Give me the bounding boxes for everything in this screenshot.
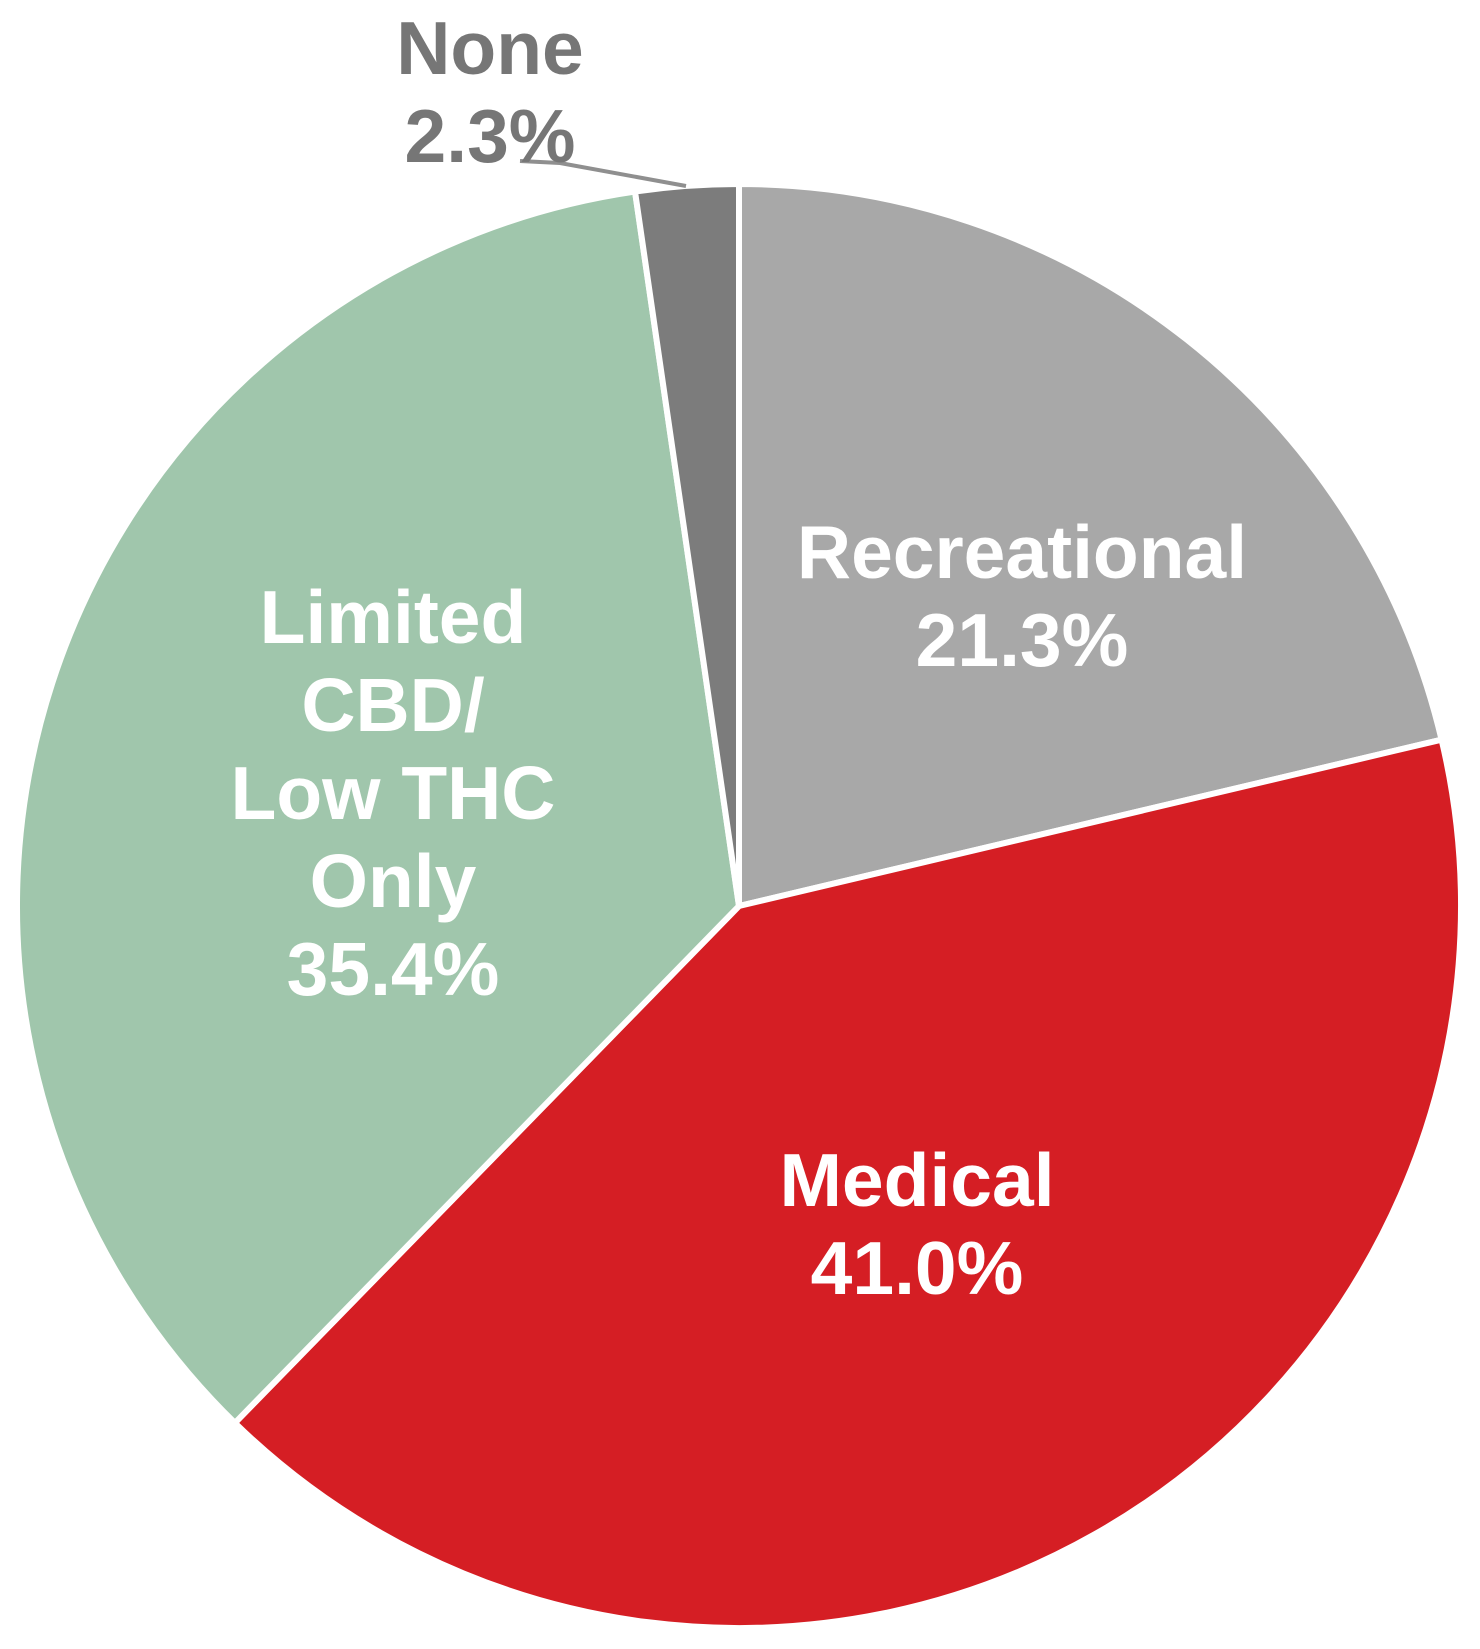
pie-label-limited-cbd-low-thc-only: Limited CBD/Low THC Only 35.4% (231, 575, 556, 1011)
pie-label-text-line: None (396, 6, 584, 90)
pie-slice-limited-cbd-low-thc-only (14, 188, 742, 1426)
pie-label-text-line: Low THC (231, 751, 556, 835)
pie-label-percent: 35.4% (287, 927, 500, 1011)
pie-label-none: None 2.3% (396, 6, 584, 178)
pie-label-percent: 21.3% (916, 598, 1129, 682)
pie-label-text-line: Medical (779, 1138, 1054, 1222)
pie-label-medical: Medical 41.0% (779, 1138, 1054, 1310)
pie-slice-none (632, 181, 742, 909)
callout-leader-line (519, 159, 687, 188)
pie-label-text-line: Limited (260, 575, 527, 659)
pie-label-recreational: Recreational 21.3% (797, 510, 1247, 682)
pie-label-text-line: CBD/ (301, 663, 484, 747)
pie-label-text-line: Only (310, 839, 477, 923)
pie-slice-recreational (736, 181, 1445, 909)
pie-slice-medical (231, 736, 1464, 1632)
pie-label-text-line: Recreational (797, 510, 1247, 594)
pie-label-percent: 41.0% (811, 1226, 1024, 1310)
pie-label-percent: 2.3% (405, 94, 576, 178)
